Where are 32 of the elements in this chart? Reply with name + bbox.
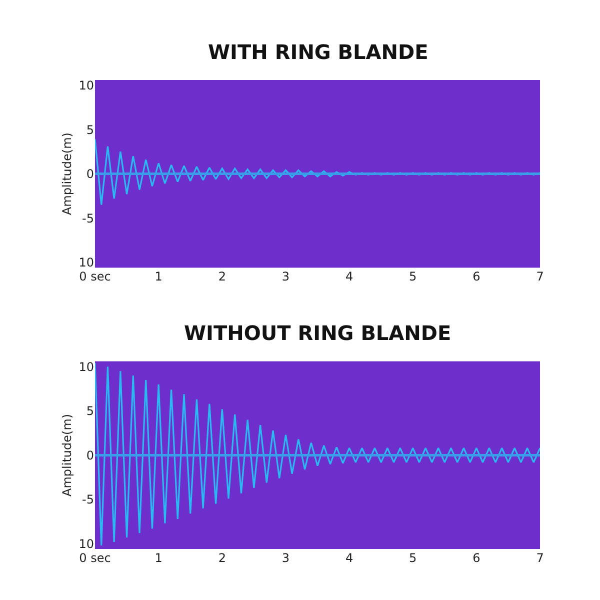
y-tick-label: 0 xyxy=(86,448,94,462)
x-tick-label: 1 xyxy=(154,270,162,284)
x-tick-label: 1 xyxy=(154,551,162,565)
y-tick-label: 5 xyxy=(86,404,94,418)
x-tick-label: 7 xyxy=(536,551,544,565)
x-tick-label: 2 xyxy=(218,551,226,565)
y-tick-label: 5 xyxy=(86,122,94,137)
x-tick-label: 3 xyxy=(282,270,290,284)
y-tick-label: 10 xyxy=(78,255,94,270)
chart-title: WITHOUT RING BLANDE xyxy=(184,321,452,345)
x-tick-label: 6 xyxy=(472,551,480,565)
x-tick-label: 3 xyxy=(282,551,290,565)
y-tick-label: 10 xyxy=(78,78,94,93)
x-tick-label: 5 xyxy=(409,551,417,565)
chart-title: WITH RING BLANDE xyxy=(208,40,428,64)
x-tick-label: 0 sec xyxy=(79,270,111,284)
x-tick-label: 7 xyxy=(536,270,544,284)
y-tick-label: 10 xyxy=(78,536,94,551)
y-axis-title: Amplitude(m) xyxy=(60,414,74,496)
y-tick-label: 10 xyxy=(78,360,94,374)
y-tick-label: 0 xyxy=(86,167,94,181)
x-tick-label: 4 xyxy=(345,551,354,565)
x-tick-label: 0 sec xyxy=(79,551,111,565)
x-tick-label: 4 xyxy=(345,270,354,284)
y-axis-title: Amplitude(m) xyxy=(60,132,74,216)
x-tick-label: 6 xyxy=(472,270,480,284)
y-tick-label: -5 xyxy=(82,492,94,507)
line-series xyxy=(95,138,540,206)
x-tick-label: 5 xyxy=(409,270,417,284)
x-tick-label: 2 xyxy=(218,270,226,284)
y-tick-label: -5 xyxy=(82,211,94,226)
line-series xyxy=(95,362,540,546)
